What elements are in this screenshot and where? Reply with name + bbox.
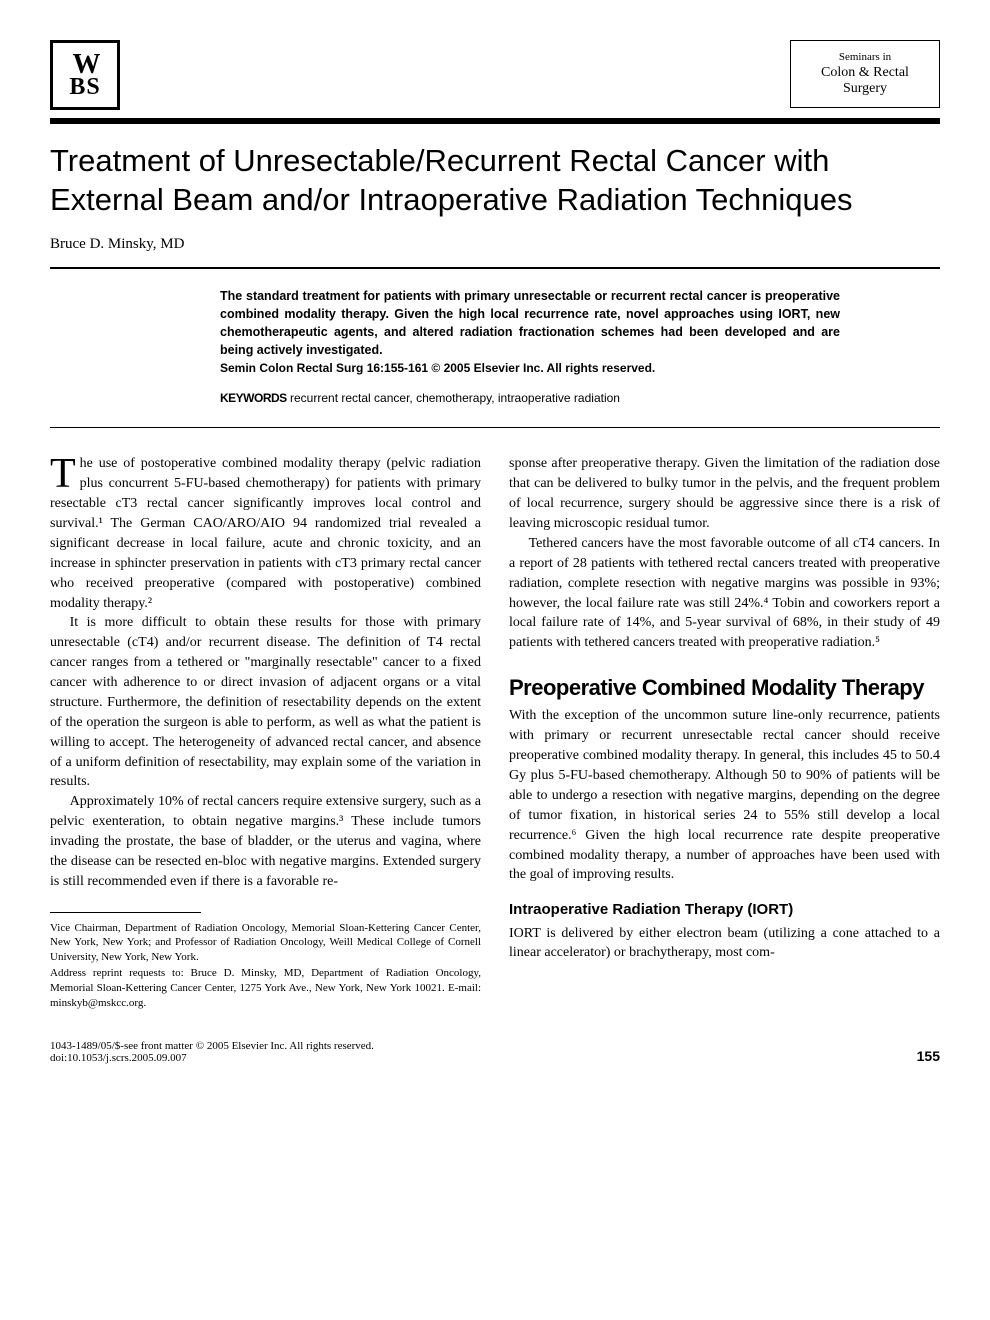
- body-para-1: The use of postoperative combined modali…: [50, 454, 481, 613]
- body-para-5: Tethered cancers have the most favorable…: [509, 534, 940, 653]
- subsection-heading-iort: Intraoperative Radiation Therapy (IORT): [509, 899, 940, 920]
- footer-doi: doi:10.1053/j.scrs.2005.09.007: [50, 1052, 374, 1064]
- article-body: The use of postoperative combined modali…: [50, 454, 940, 1011]
- title-rule: [50, 267, 940, 269]
- page-header: W BS Seminars in Colon & Rectal Surgery: [50, 40, 940, 110]
- footer-left: 1043-1489/05/$-see front matter © 2005 E…: [50, 1040, 374, 1064]
- footnotes: Vice Chairman, Department of Radiation O…: [50, 921, 481, 1011]
- footnote-affiliation: Vice Chairman, Department of Radiation O…: [50, 921, 481, 966]
- abstract: The standard treatment for patients with…: [220, 287, 840, 378]
- body-para-3: Approximately 10% of rectal cancers requ…: [50, 792, 481, 891]
- footnote-rule: [50, 912, 201, 913]
- keywords: KEYWORDS recurrent rectal cancer, chemot…: [220, 391, 840, 405]
- dropcap: T: [50, 454, 80, 493]
- body-para-2: It is more difficult to obtain these res…: [50, 613, 481, 792]
- author: Bruce D. Minsky, MD: [50, 236, 940, 253]
- journal-line1: Seminars in: [807, 51, 923, 63]
- header-rule: [50, 118, 940, 124]
- section-heading-preop: Preoperative Combined Modality Therapy: [509, 675, 940, 700]
- body-para-4: sponse after preoperative therapy. Given…: [509, 454, 940, 534]
- body-p1-text: he use of postoperative combined modalit…: [50, 456, 481, 610]
- journal-title-box: Seminars in Colon & Rectal Surgery: [790, 40, 940, 108]
- page-footer: 1043-1489/05/$-see front matter © 2005 E…: [50, 1040, 940, 1064]
- abstract-citation: Semin Colon Rectal Surg 16:155-161 © 200…: [220, 361, 655, 375]
- abstract-text: The standard treatment for patients with…: [220, 289, 840, 357]
- keywords-text: recurrent rectal cancer, chemotherapy, i…: [290, 391, 620, 405]
- publisher-logo: W BS: [50, 40, 120, 110]
- journal-line2: Colon & Rectal: [807, 65, 923, 81]
- footnote-reprint: Address reprint requests to: Bruce D. Mi…: [50, 966, 481, 1011]
- footnote-block: Vice Chairman, Department of Radiation O…: [50, 912, 481, 1011]
- section2-para-1: IORT is delivered by either electron bea…: [509, 924, 940, 964]
- article-title: Treatment of Unresectable/Recurrent Rect…: [50, 142, 940, 220]
- keywords-label: KEYWORDS: [220, 391, 287, 405]
- abstract-rule: [50, 427, 940, 428]
- page-number: 155: [917, 1048, 940, 1064]
- journal-line3: Surgery: [807, 81, 923, 97]
- footer-copyright: 1043-1489/05/$-see front matter © 2005 E…: [50, 1040, 374, 1052]
- section1-para-1: With the exception of the uncommon sutur…: [509, 706, 940, 885]
- logo-row2: BS: [69, 77, 100, 97]
